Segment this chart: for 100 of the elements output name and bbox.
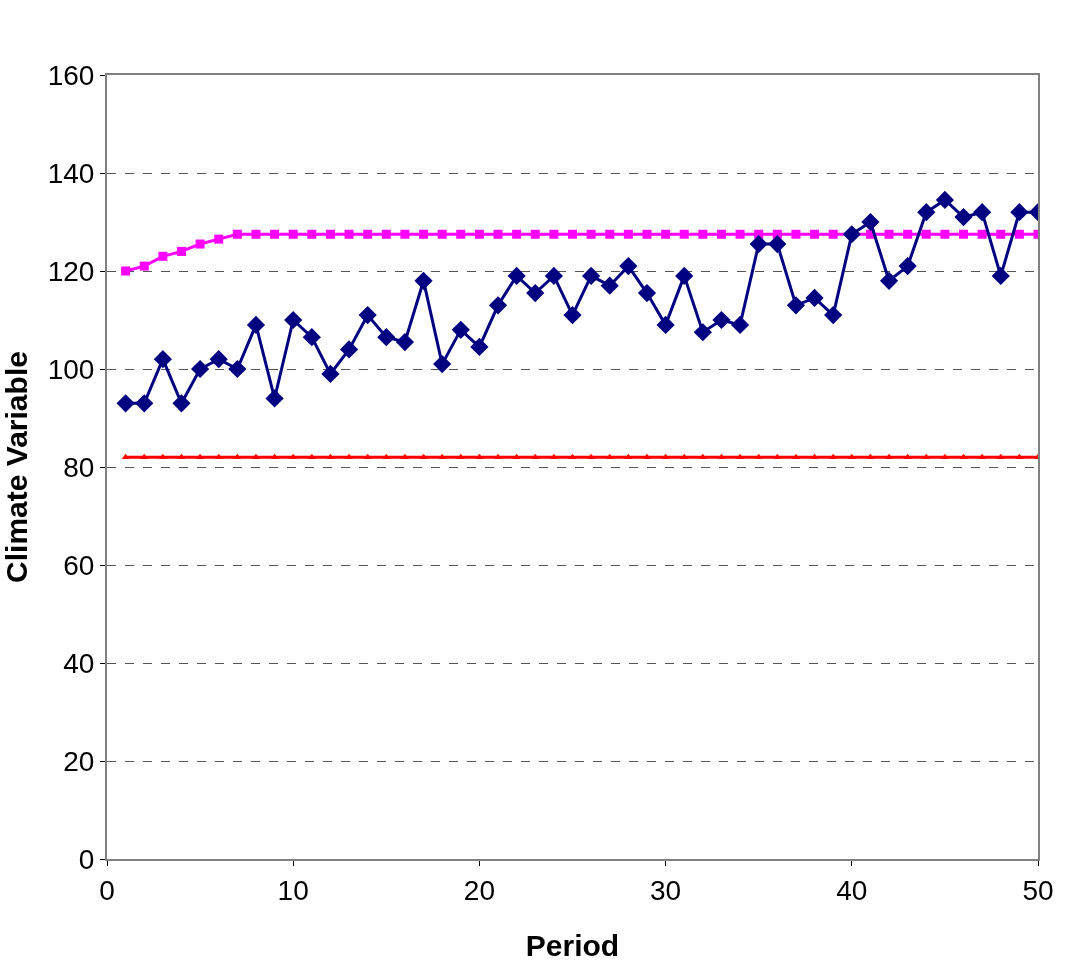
point — [232, 229, 242, 239]
point — [716, 229, 726, 239]
point — [474, 229, 484, 239]
point — [251, 229, 261, 239]
point — [209, 350, 228, 369]
point — [176, 246, 186, 256]
point — [526, 283, 545, 303]
point — [246, 315, 266, 334]
point — [568, 229, 577, 239]
point — [191, 359, 210, 379]
point — [935, 190, 954, 210]
point — [530, 229, 540, 239]
point — [139, 261, 149, 271]
point — [135, 394, 154, 413]
point — [158, 251, 168, 261]
point — [344, 229, 354, 239]
point — [456, 229, 466, 239]
point — [675, 266, 694, 285]
point — [437, 229, 447, 239]
point — [470, 337, 489, 357]
y-tick-label: 60 — [63, 549, 95, 581]
point — [959, 229, 969, 239]
point — [791, 229, 801, 239]
point — [940, 229, 950, 239]
point — [563, 306, 582, 325]
point — [228, 359, 247, 379]
point — [153, 350, 172, 369]
point — [288, 229, 298, 239]
point — [977, 229, 987, 239]
point — [730, 315, 750, 334]
point — [661, 229, 671, 239]
point — [656, 315, 675, 334]
point — [451, 320, 470, 339]
point — [805, 288, 824, 308]
point — [493, 229, 503, 239]
point — [712, 310, 731, 330]
point — [270, 229, 280, 239]
x-axis-title: Period — [525, 928, 620, 962]
point — [991, 266, 1010, 285]
point — [954, 208, 973, 227]
point — [433, 355, 452, 374]
point — [842, 225, 861, 244]
point — [973, 203, 992, 222]
point — [898, 257, 917, 276]
point — [642, 229, 652, 239]
point — [1010, 203, 1029, 222]
point — [917, 203, 936, 222]
y-tick-label: 160 — [47, 59, 95, 91]
point — [861, 212, 880, 232]
point — [400, 229, 410, 239]
point — [358, 306, 377, 325]
point — [600, 276, 619, 295]
point — [172, 394, 191, 413]
point — [321, 364, 340, 383]
point — [637, 283, 657, 303]
y-axis-title: Climate Variable — [0, 351, 33, 583]
point — [619, 257, 638, 276]
point — [828, 229, 838, 239]
point — [284, 310, 303, 330]
point — [693, 323, 712, 342]
point — [265, 389, 284, 408]
point — [544, 266, 563, 285]
y-tick-label: 120 — [47, 255, 95, 287]
point — [325, 229, 335, 239]
point — [605, 229, 615, 239]
point — [824, 306, 843, 325]
point — [339, 340, 359, 359]
point — [549, 229, 559, 239]
x-tick-label: 0 — [99, 874, 115, 906]
x-tick-label: 40 — [836, 874, 868, 906]
point — [679, 229, 689, 239]
point — [377, 328, 396, 347]
point — [195, 239, 205, 249]
y-tick-label: 40 — [63, 647, 95, 679]
point — [512, 229, 522, 239]
y-tick-label: 140 — [47, 157, 95, 189]
point — [749, 234, 768, 254]
point — [786, 296, 806, 315]
point — [921, 229, 931, 239]
x-tick-label: 50 — [1022, 874, 1054, 906]
point — [582, 266, 601, 285]
x-tick-label: 30 — [650, 874, 682, 906]
point — [996, 229, 1006, 239]
y-tick-label: 80 — [63, 451, 95, 483]
y-tick-label: 100 — [47, 353, 95, 385]
point — [586, 229, 596, 239]
point — [903, 229, 913, 239]
y-tick-label: 0 — [78, 843, 95, 875]
point — [307, 229, 317, 239]
point — [1014, 229, 1024, 239]
point — [879, 271, 899, 290]
point — [623, 229, 633, 239]
point — [768, 234, 787, 254]
x-tick-label: 10 — [277, 874, 309, 906]
point — [698, 229, 708, 239]
point — [488, 296, 508, 315]
point — [395, 332, 415, 352]
point — [363, 229, 373, 239]
point — [810, 229, 820, 239]
point — [507, 266, 526, 285]
